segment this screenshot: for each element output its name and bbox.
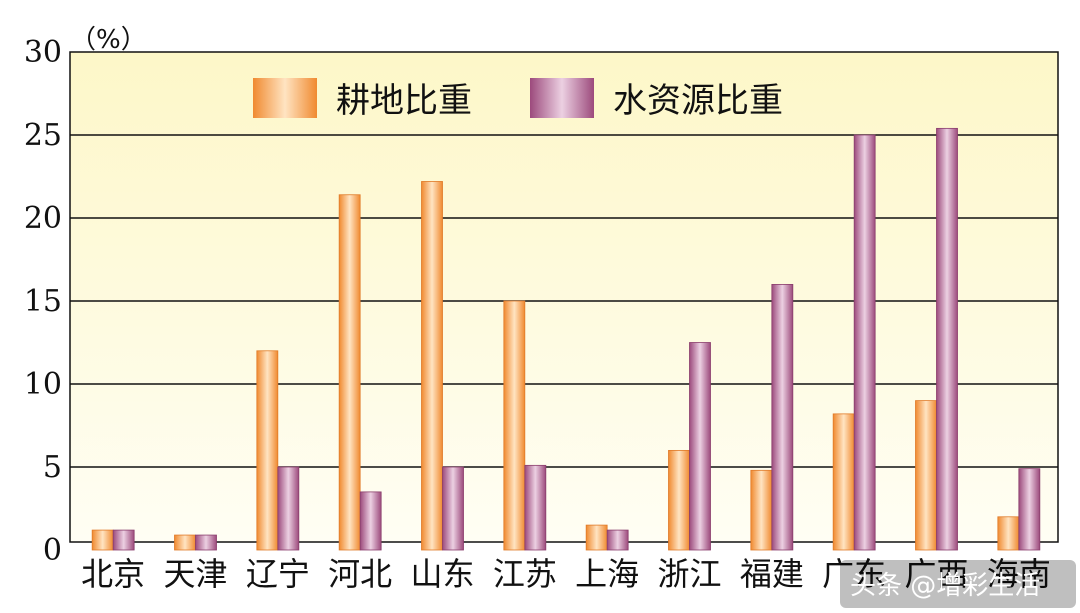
bar-farmland-11 (997, 516, 1020, 551)
plot-background (69, 51, 1059, 543)
x-tick-label: 福建 (740, 555, 804, 593)
gridlines (70, 134, 1058, 468)
bar-farmland-5 (503, 300, 526, 551)
y-unit-label: （%） (70, 25, 147, 55)
bar-water-0 (112, 529, 135, 551)
bar-water-3 (359, 491, 382, 551)
watermark-backdrop (840, 560, 1076, 608)
bar-water-1 (195, 534, 217, 551)
y-tick-label: 20 (24, 201, 62, 236)
bar-water-4 (442, 466, 464, 551)
legend-label-water: 水资源比重 (613, 81, 783, 121)
x-tick-label: 广东 (822, 555, 886, 593)
x-tick-label: 江苏 (493, 555, 557, 593)
bar-water-5 (524, 464, 547, 551)
x-tick-label: 辽宁 (246, 555, 310, 593)
bar-water-10 (936, 127, 958, 551)
bar-farmland-0 (91, 529, 114, 551)
watermark: 头条 @增彩生活 (840, 560, 1076, 608)
x-tick-label: 浙江 (657, 555, 721, 593)
bar-farmland-10 (915, 400, 937, 551)
bar-water-11 (1018, 468, 1041, 551)
x-tick-label: 河北 (328, 555, 392, 593)
x-tick-label: 上海 (575, 555, 639, 593)
x-tick-label: 广西 (904, 555, 968, 593)
bar-farmland-9 (832, 413, 855, 551)
x-tick-label: 天津 (163, 555, 227, 593)
y-tick-label: 5 (43, 450, 62, 485)
bar-water-6 (606, 529, 629, 551)
bar-farmland-4 (421, 181, 443, 551)
y-axis-ticks: 0 5 10 15 20 25 30 (24, 35, 62, 568)
legend-swatch-water (530, 78, 594, 118)
bar-water-9 (853, 134, 876, 551)
bar-farmland-3 (338, 194, 361, 551)
bar-farmland-7 (668, 449, 690, 551)
x-tick-label: 北京 (81, 555, 145, 593)
legend: 耕地比重 水资源比重 (253, 78, 783, 121)
x-tick-label: 海南 (987, 555, 1051, 593)
bar-water-7 (689, 342, 711, 551)
y-tick-label: 30 (24, 35, 62, 70)
y-tick-label: 25 (24, 118, 62, 153)
y-tick-label: 15 (24, 284, 62, 319)
bar-water-8 (771, 283, 794, 551)
legend-swatch-farmland (253, 78, 317, 118)
y-tick-label: 0 (43, 533, 62, 568)
bar-farmland-8 (750, 469, 773, 551)
bar-farmland-6 (585, 524, 608, 551)
watermark-text: 头条 @增彩生活 (850, 571, 1040, 601)
legend-label-farmland: 耕地比重 (336, 81, 472, 121)
x-axis-labels: 北京 天津 辽宁 河北 山东 江苏 上海 浙江 福建 广东 广西 海南 (81, 555, 1051, 593)
bar-water-2 (277, 466, 300, 551)
y-tick-label: 10 (24, 367, 62, 402)
bar-farmland-2 (256, 350, 279, 551)
x-tick-label: 山东 (410, 555, 474, 593)
bars (91, 127, 1041, 551)
bar-farmland-1 (174, 534, 196, 551)
